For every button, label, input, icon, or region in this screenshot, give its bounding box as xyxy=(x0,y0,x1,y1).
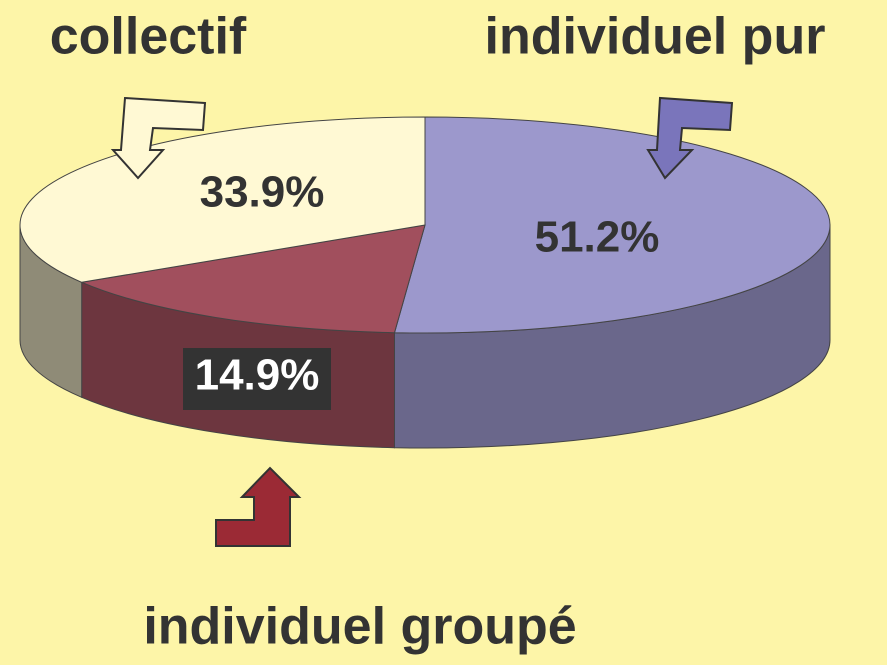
pie-slice xyxy=(79,224,426,334)
category-label: individuel pur xyxy=(485,8,826,66)
label-background xyxy=(183,348,331,410)
category-label: collectif xyxy=(50,8,247,66)
arrow xyxy=(646,96,734,180)
arrow xyxy=(110,96,207,180)
value-label: 14.9% xyxy=(195,351,320,400)
pie-slice xyxy=(393,116,831,334)
category-label: individuel groupé xyxy=(143,598,576,656)
value-label: 33.9% xyxy=(200,168,325,217)
value-label: 51.2% xyxy=(535,213,660,262)
arrow xyxy=(215,466,302,547)
